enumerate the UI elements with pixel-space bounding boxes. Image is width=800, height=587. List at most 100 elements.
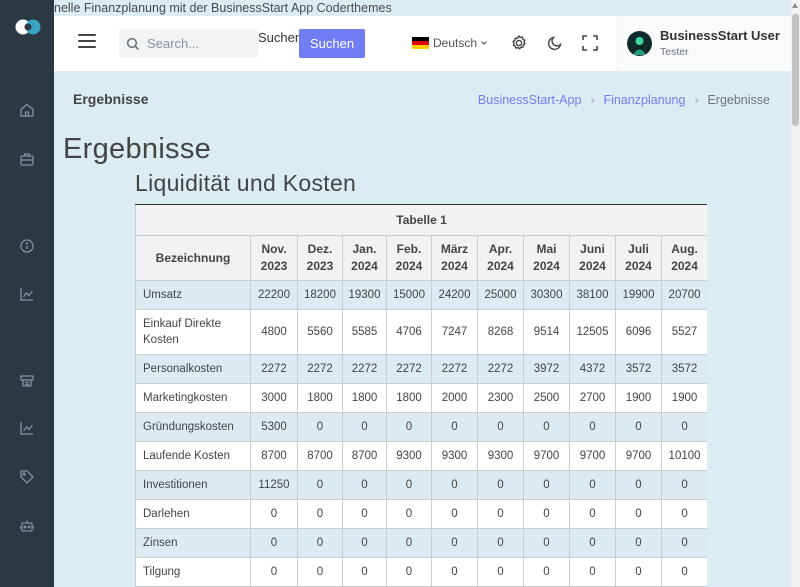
month-label: Jan. bbox=[352, 242, 377, 256]
language-selector[interactable]: Deutsch bbox=[412, 36, 488, 50]
table-row: Zinsen 0 0 0 0 0 0 0 0 0 0 bbox=[135, 528, 707, 558]
column-header-month: Juli 2024 bbox=[615, 235, 662, 281]
row-label: Zinsen bbox=[135, 528, 251, 558]
table-row: Einkauf Direkte Kosten 4800 5560 5585 4706 72… bbox=[135, 309, 707, 355]
search-box bbox=[119, 29, 258, 58]
table-cell: 6096 bbox=[615, 309, 662, 355]
page-heading: Ergebnisse bbox=[63, 133, 212, 165]
month-label: Juni bbox=[580, 242, 605, 256]
scroll-up-arrow-icon[interactable] bbox=[792, 3, 798, 8]
table-cell: 2300 bbox=[477, 383, 524, 413]
table-cell: 0 bbox=[569, 557, 616, 587]
month-label: Apr. bbox=[488, 242, 513, 256]
table-cell: 0 bbox=[250, 557, 298, 587]
table-cell: 9300 bbox=[477, 441, 524, 471]
table-cell: 0 bbox=[523, 412, 570, 442]
table-cell: 0 bbox=[660, 528, 707, 558]
table-cell: 1800 bbox=[297, 383, 343, 413]
table-cell: 0 bbox=[660, 557, 707, 587]
table-cell: 0 bbox=[660, 412, 707, 442]
page-scrollbar[interactable] bbox=[791, 0, 800, 587]
table-cell: 0 bbox=[297, 412, 343, 442]
table-cell: 12505 bbox=[569, 309, 616, 355]
search-label: Suchen bbox=[258, 30, 303, 45]
table-cell: 2272 bbox=[431, 354, 478, 384]
table-cell: 20700 bbox=[660, 280, 707, 310]
printer-icon[interactable] bbox=[17, 370, 37, 390]
language-label: Deutsch bbox=[433, 36, 478, 50]
table-cell: 0 bbox=[660, 499, 707, 529]
results-table-container[interactable]: Tabelle 1 Bezeichnung Nov. 2023 Dez. 2023 Ja… bbox=[135, 204, 707, 587]
search-input[interactable] bbox=[147, 29, 255, 58]
table-cell: 2272 bbox=[250, 354, 298, 384]
table-cell: 5527 bbox=[660, 309, 707, 355]
briefcase-icon[interactable] bbox=[17, 149, 37, 169]
table-cell: 11250 bbox=[250, 470, 298, 500]
breadcrumb-link-finanzplanung[interactable]: Finanzplanung bbox=[603, 93, 686, 107]
fullscreen-icon[interactable] bbox=[581, 34, 599, 52]
search-icon bbox=[126, 37, 140, 51]
moon-icon[interactable] bbox=[546, 34, 564, 52]
breadcrumb-current: Ergebnisse bbox=[707, 93, 770, 107]
info-icon[interactable] bbox=[17, 236, 37, 256]
results-table: Tabelle 1 Bezeichnung Nov. 2023 Dez. 2023 Ja… bbox=[135, 204, 707, 587]
search-button[interactable]: Suchen bbox=[299, 29, 365, 58]
table-cell: 5585 bbox=[342, 309, 387, 355]
table-row: Gründungskosten 5300 0 0 0 0 0 0 0 0 0 bbox=[135, 412, 707, 442]
table-cell: 0 bbox=[569, 528, 616, 558]
table-cell: 0 bbox=[431, 528, 478, 558]
chart-line-icon[interactable] bbox=[17, 418, 37, 438]
table-cell: 18200 bbox=[297, 280, 343, 310]
table-cell: 0 bbox=[250, 499, 298, 529]
section-heading: Liquidität und Kosten bbox=[135, 170, 357, 196]
year-label: 2024 bbox=[533, 259, 560, 273]
chevron-down-icon bbox=[481, 41, 487, 45]
month-label: Mai bbox=[536, 242, 557, 256]
table-cell: 9300 bbox=[431, 441, 478, 471]
table-cell: 2272 bbox=[477, 354, 524, 384]
table-cell: 0 bbox=[297, 528, 343, 558]
page-title: Ergebnisse bbox=[73, 91, 149, 107]
row-label: Tilgung bbox=[135, 557, 251, 587]
table-cell: 0 bbox=[615, 528, 662, 558]
user-role: Tester bbox=[660, 46, 689, 58]
breadcrumb-link-app[interactable]: BusinessStart-App bbox=[477, 93, 582, 107]
year-label: 2024 bbox=[671, 259, 698, 273]
table-cell: 8700 bbox=[297, 441, 343, 471]
table-cell: 4706 bbox=[386, 309, 432, 355]
avatar bbox=[627, 31, 652, 56]
year-label: 2024 bbox=[351, 259, 378, 273]
month-label: Juli bbox=[628, 242, 649, 256]
user-menu[interactable]: BusinessStart User Tester bbox=[617, 16, 793, 71]
table-cell: 0 bbox=[477, 528, 524, 558]
logo-icon[interactable] bbox=[15, 19, 41, 35]
row-label: Umsatz bbox=[135, 280, 251, 310]
table-cell: 0 bbox=[250, 528, 298, 558]
gear-icon[interactable] bbox=[510, 34, 528, 52]
menu-toggle-icon[interactable] bbox=[78, 34, 96, 48]
table-cell: 30300 bbox=[523, 280, 570, 310]
row-label: Investitionen bbox=[135, 470, 251, 500]
robot-icon[interactable] bbox=[17, 516, 37, 536]
table-row: Laufende Kosten 8700 8700 8700 9300 9300 9300 9… bbox=[135, 441, 707, 471]
tag-icon[interactable] bbox=[17, 467, 37, 487]
table-cell: 24200 bbox=[431, 280, 478, 310]
year-label: 2023 bbox=[306, 259, 334, 273]
chart-line-icon[interactable] bbox=[17, 284, 37, 304]
month-label: Feb. bbox=[396, 242, 422, 256]
table-cell: 15000 bbox=[386, 280, 432, 310]
table-row: Umsatz 22200 18200 19300 15000 24200 25000 3030… bbox=[135, 280, 707, 310]
app-tagline: nelle Finanzplanung mit der BusinessStar… bbox=[54, 1, 392, 15]
table-cell: 8700 bbox=[342, 441, 387, 471]
table-cell: 25000 bbox=[477, 280, 524, 310]
table-cell: 1800 bbox=[386, 383, 432, 413]
row-label: Darlehen bbox=[135, 499, 251, 529]
table-cell: 0 bbox=[615, 557, 662, 587]
table-cell: 0 bbox=[477, 412, 524, 442]
scrollbar-thumb[interactable] bbox=[792, 14, 799, 126]
column-header-month: März 2024 bbox=[431, 235, 478, 281]
home-icon[interactable] bbox=[17, 100, 37, 120]
topbar: Suchen Suchen Deutsch BusinessStart User… bbox=[54, 16, 793, 71]
table-cell: 0 bbox=[386, 470, 432, 500]
table-cell: 0 bbox=[523, 557, 570, 587]
